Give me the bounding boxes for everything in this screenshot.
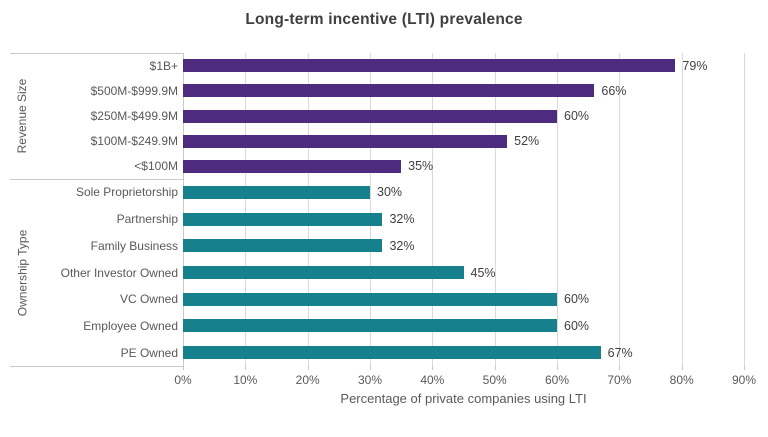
bar [183, 292, 557, 306]
axis-tick [432, 366, 434, 370]
x-tick-label: 90% [731, 373, 757, 387]
bar [183, 84, 595, 98]
value-label: 67% [607, 345, 633, 360]
category-label: Other Investor Owned [60, 265, 178, 280]
category-label: Employee Owned [83, 318, 178, 333]
category-label: Sole Proprietorship [75, 185, 178, 200]
value-label: 60% [564, 292, 590, 307]
category-separator-line [10, 179, 183, 180]
x-tick-label: 60% [544, 373, 570, 387]
gridline [494, 53, 496, 366]
category-label: VC Owned [119, 292, 178, 307]
bar [183, 159, 402, 173]
category-separator-line [10, 366, 183, 367]
category-label: $1B+ [149, 58, 178, 73]
x-tick-label: 10% [233, 373, 258, 387]
gridline [245, 53, 247, 366]
x-tick-label: 20% [295, 373, 320, 387]
value-label: 30% [377, 185, 403, 200]
bar [183, 134, 508, 148]
axis-tick [619, 366, 621, 370]
x-tick-label: 30% [357, 373, 383, 387]
value-label: 66% [601, 83, 627, 98]
x-tick-label: 0% [174, 373, 192, 387]
value-label: 79% [682, 58, 708, 73]
bar [183, 212, 383, 226]
x-tick-label: 50% [482, 373, 507, 387]
gridline [557, 53, 558, 366]
gridline [619, 53, 621, 366]
axis-tick [681, 366, 683, 370]
bar [183, 59, 676, 73]
x-tick-label: 40% [420, 373, 445, 387]
axis-tick [494, 366, 496, 370]
value-label: 45% [470, 265, 496, 280]
bar [183, 266, 464, 279]
value-label: 35% [408, 159, 434, 174]
axis-tick [370, 366, 371, 370]
category-label: $100M-$249.9M [90, 134, 178, 149]
bar [183, 185, 370, 199]
bar [183, 319, 557, 333]
x-tick-label: 80% [669, 373, 694, 387]
value-label: 32% [389, 238, 415, 253]
axis-tick [245, 366, 247, 370]
value-label: 60% [564, 318, 590, 333]
category-label: Family Business [90, 238, 178, 253]
bar [183, 346, 601, 360]
category-axis-line [183, 53, 184, 366]
gridline [370, 53, 371, 366]
category-label: $500M-$999.9M [90, 83, 178, 98]
gridline [744, 53, 745, 366]
x-tick-label: 70% [607, 373, 632, 387]
axis-tick [557, 366, 558, 370]
category-label: $250M-$499.9M [90, 109, 178, 123]
category-label: PE Owned [120, 345, 178, 360]
axis-tick [744, 366, 745, 370]
value-label: 52% [514, 134, 540, 149]
value-label: 60% [564, 109, 590, 123]
chart-title: Long-term incentive (LTI) prevalence [245, 11, 523, 28]
gridline [432, 53, 434, 366]
bar [183, 109, 557, 123]
gridline [681, 53, 683, 366]
category-label: Partnership [116, 212, 178, 227]
category-label: <$100M [134, 159, 178, 174]
axis-tick [307, 366, 309, 370]
axis-tick [183, 366, 184, 370]
value-label: 32% [389, 212, 415, 227]
x-axis-title: Percentage of private companies using LT… [340, 391, 587, 406]
gridline [307, 53, 309, 366]
category-separator-line [10, 53, 183, 54]
bar [183, 239, 383, 253]
